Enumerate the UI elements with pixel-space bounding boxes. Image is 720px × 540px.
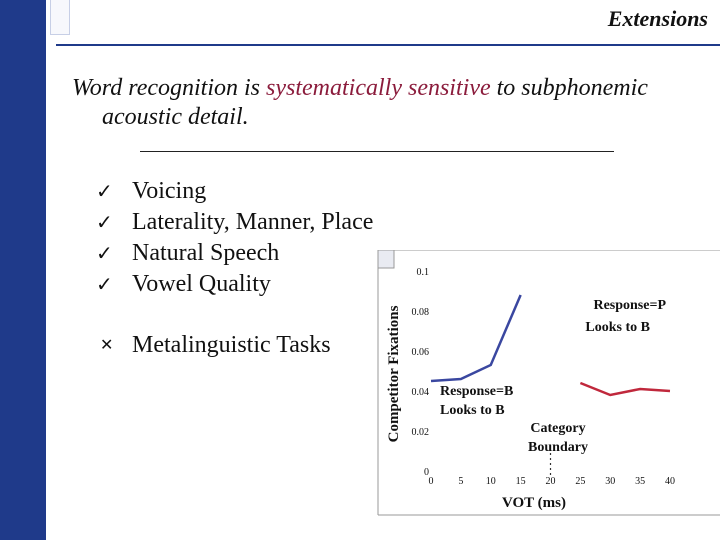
x-tick-label: 25 [575, 476, 585, 487]
list-item: ✓ Natural Speech [96, 238, 373, 269]
list-item: ✓ Vowel Quality [96, 269, 373, 300]
corner-decoration [50, 0, 70, 35]
series-line-response-p [430, 294, 522, 383]
x-axis-label: VOT (ms) [502, 495, 566, 511]
x-tick-label: 20 [546, 476, 556, 487]
plot-frame-top-left [377, 250, 395, 269]
title-rule [56, 44, 720, 46]
cross-icon: ✕ [100, 335, 114, 354]
list-item: ✓ Voicing [96, 176, 373, 207]
cross-list-item: ✕ Metalinguistic Tasks [100, 332, 331, 359]
list-item-label: Voicing [132, 178, 207, 204]
headline-part2: to subphonemic [490, 75, 648, 101]
annotation-boundary-line2: Boundary [528, 440, 588, 455]
vot-chart: Competitor Fixations VOT (ms) 00.020.040… [377, 250, 720, 516]
annotation-response-b-line2: Looks to B [440, 403, 505, 418]
annotation-response-p-line2: Looks to B [585, 320, 650, 335]
list-item-label: Laterality, Manner, Place [132, 209, 374, 235]
y-axis-label: Competitor Fixations [386, 305, 402, 442]
x-tick-label: 15 [516, 476, 526, 487]
headline-line2: acoustic detail. [102, 104, 249, 130]
headline: Word recognition is systematically sensi… [72, 74, 712, 132]
x-tick-label: 30 [605, 476, 615, 487]
x-tick-label: 10 [486, 476, 496, 487]
headline-part1: Word recognition is [72, 75, 267, 101]
y-tick-label: 0.08 [412, 307, 430, 318]
check-icon: ✓ [96, 272, 113, 296]
check-icon: ✓ [96, 179, 113, 203]
y-tick-labels: 0 0.02 0.04 0.06 0.08 0.1 [412, 267, 430, 478]
y-tick-label: 0.02 [412, 427, 430, 438]
slide-sidebar [0, 0, 46, 540]
annotation-boundary-line1: Category [530, 421, 585, 436]
list-item-label: Vowel Quality [132, 271, 271, 297]
x-tick-label: 40 [665, 476, 675, 487]
check-icon: ✓ [96, 210, 113, 234]
series-line-response-b [579, 381, 671, 397]
headline-highlight: systematically sensitive [266, 75, 491, 101]
checklist: ✓ Voicing ✓ Laterality, Manner, Place ✓ Nat… [96, 176, 373, 300]
y-tick-label: 0.04 [412, 387, 430, 398]
check-icon: ✓ [96, 241, 113, 265]
x-tick-label: 0 [429, 476, 434, 487]
x-tick-label: 35 [635, 476, 645, 487]
y-tick-label: 0 [424, 467, 429, 478]
cross-item-label: Metalinguistic Tasks [132, 332, 331, 358]
x-tick-labels: 0 5 10 15 20 25 30 35 40 [429, 476, 676, 487]
divider [140, 151, 614, 152]
list-item: ✓ Laterality, Manner, Place [96, 207, 373, 238]
x-tick-label: 5 [458, 476, 463, 487]
y-tick-label: 0.06 [412, 347, 430, 358]
annotation-response-p-line1: Response=P [593, 298, 666, 313]
slide-title: Extensions [607, 6, 708, 31]
y-tick-label: 0.1 [417, 267, 430, 278]
annotation-response-b-line1: Response=B [440, 384, 513, 399]
list-item-label: Natural Speech [132, 240, 280, 266]
